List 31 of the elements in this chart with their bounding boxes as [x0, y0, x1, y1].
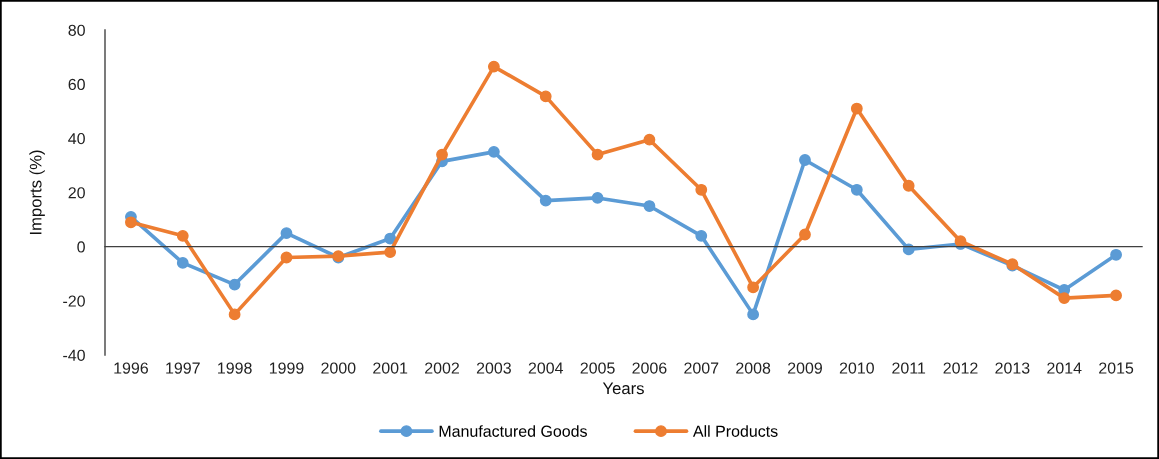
- x-tick-label: 2013: [995, 362, 1030, 374]
- y-axis-title: Imports (%): [29, 150, 45, 235]
- x-tick-label: 1996: [114, 362, 148, 374]
- x-tick-label: 2004: [528, 362, 564, 374]
- y-tick-label: 80: [68, 24, 85, 36]
- x-tick-label: 2006: [632, 362, 667, 374]
- y-tick-label: -20: [63, 295, 85, 307]
- x-tick-label: 2014: [1047, 362, 1082, 374]
- x-tick-label: 2005: [580, 362, 615, 374]
- x-tick-label: 2008: [736, 362, 771, 374]
- x-tick-label: 1997: [166, 362, 200, 374]
- legend-label: Manufactured Goods: [439, 425, 587, 437]
- y-tick-label: 20: [68, 187, 85, 199]
- x-tick-label: 1998: [218, 362, 252, 374]
- x-tick-label: 1999: [269, 362, 304, 374]
- x-tick-label: 2010: [839, 362, 874, 374]
- x-tick-label: 2003: [476, 362, 511, 374]
- x-tick-label: 2012: [943, 362, 978, 374]
- y-tick-label: -40: [63, 349, 85, 361]
- x-tick-label: 2001: [373, 362, 408, 374]
- x-tick-label: 2011: [892, 362, 926, 374]
- x-tick-label: 2007: [684, 362, 719, 374]
- x-axis-title: Years: [602, 382, 644, 395]
- legend-label: All Products: [692, 425, 778, 437]
- y-tick-label: 60: [68, 78, 85, 91]
- y-tick-label: 40: [68, 132, 85, 145]
- x-tick-label: 2002: [425, 362, 459, 374]
- x-tick-label: 2015: [1099, 362, 1134, 374]
- x-tick-label: 2009: [788, 362, 822, 374]
- y-tick-label: 0: [77, 241, 85, 253]
- x-tick-label: 2000: [321, 362, 356, 374]
